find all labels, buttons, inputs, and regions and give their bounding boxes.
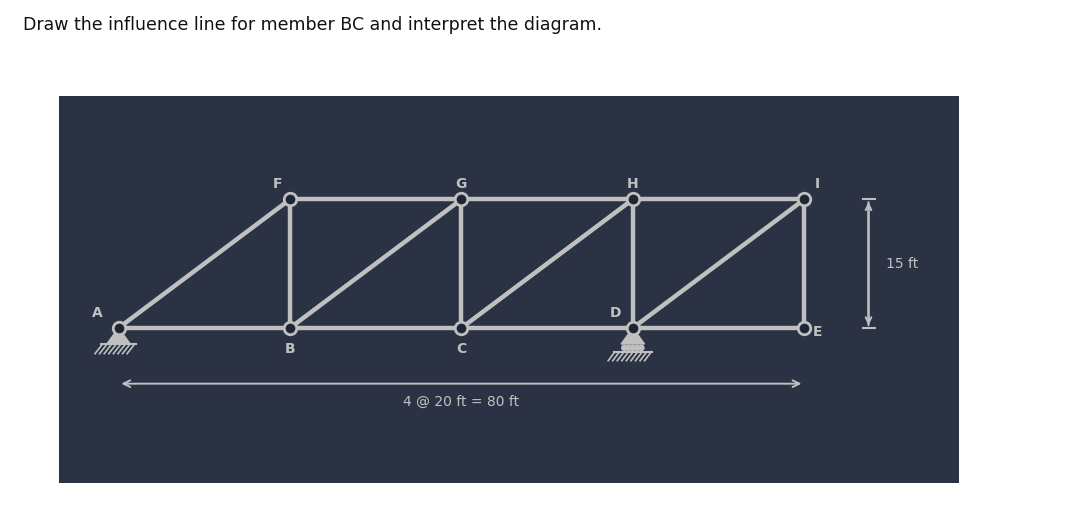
Polygon shape	[106, 328, 130, 344]
Circle shape	[630, 345, 636, 350]
Text: G: G	[456, 177, 468, 191]
Polygon shape	[621, 328, 644, 344]
Text: Draw the influence line for member BC and interpret the diagram.: Draw the influence line for member BC an…	[23, 16, 603, 34]
Text: 15 ft: 15 ft	[886, 256, 918, 271]
Text: E: E	[813, 326, 822, 339]
Circle shape	[622, 345, 627, 350]
Circle shape	[639, 345, 644, 350]
Text: F: F	[273, 177, 282, 191]
Text: B: B	[284, 342, 295, 356]
Text: A: A	[92, 305, 102, 320]
Circle shape	[635, 345, 640, 350]
Text: H: H	[627, 177, 639, 191]
Text: 4 @ 20 ft = 80 ft: 4 @ 20 ft = 80 ft	[404, 395, 520, 409]
Circle shape	[626, 345, 632, 350]
Text: C: C	[456, 342, 466, 356]
Text: D: D	[610, 305, 621, 320]
Text: I: I	[815, 177, 820, 191]
